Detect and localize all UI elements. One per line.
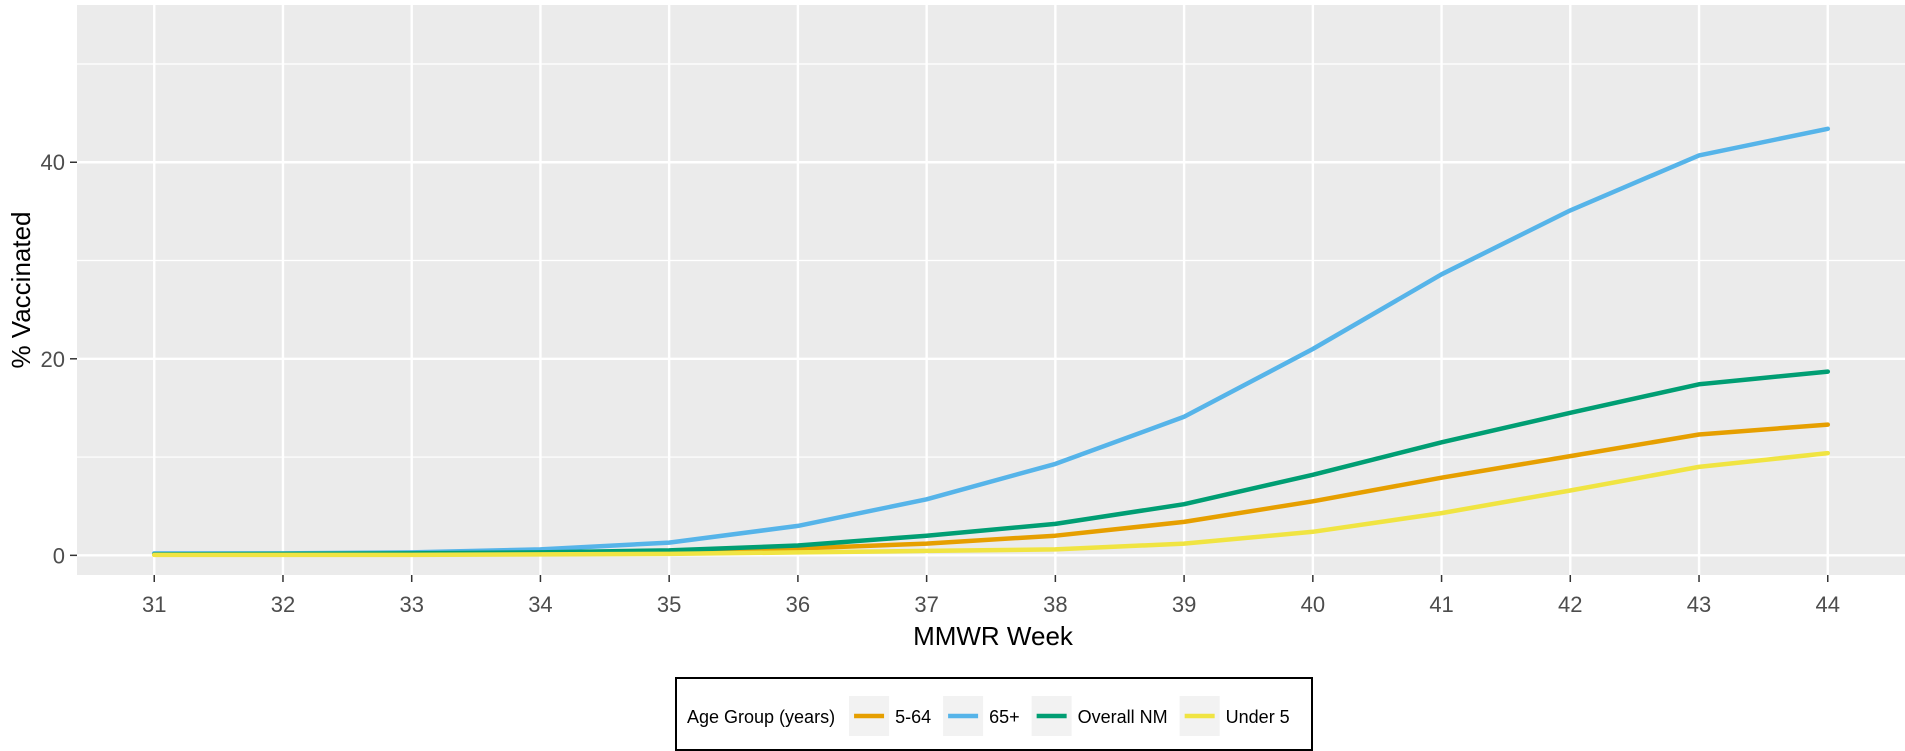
x-tick-label: 31	[142, 592, 166, 617]
legend-label-65: 65+	[989, 707, 1020, 727]
legend-label-5-64: 5-64	[895, 707, 931, 727]
x-tick-label: 32	[271, 592, 295, 617]
legend-label-overall-nm: Overall NM	[1078, 707, 1168, 727]
x-tick-label: 40	[1301, 592, 1325, 617]
y-tick-label: 40	[41, 150, 65, 175]
x-tick-label: 38	[1043, 592, 1067, 617]
x-tick-label: 39	[1172, 592, 1196, 617]
legend-title: Age Group (years)	[687, 707, 835, 727]
x-tick-label: 37	[914, 592, 938, 617]
series-line-under-5	[151, 450, 1831, 558]
y-axis-title: % Vaccinated	[6, 211, 36, 368]
legend-label-under-5: Under 5	[1226, 707, 1290, 727]
x-tick-label: 34	[528, 592, 552, 617]
y-tick-label: 20	[41, 347, 65, 372]
y-axis: 0 20 40	[41, 150, 77, 568]
major-gridlines	[77, 5, 1905, 575]
legend-items: 5-64 65+ Overall NM Under 5	[849, 696, 1290, 736]
plot-panel	[77, 5, 1905, 575]
y-tick-label: 0	[53, 543, 65, 568]
x-tick-label: 41	[1429, 592, 1453, 617]
x-axis: 31 32 33 34 35 36 37 38 39 40 41 42 43 44	[142, 575, 1840, 617]
legend: Age Group (years) 5-64 65+ Overall NM Under…	[675, 677, 1313, 751]
x-tick-label: 35	[657, 592, 681, 617]
x-axis-title: MMWR Week	[913, 621, 1074, 651]
minor-gridlines	[77, 63, 1905, 458]
x-tick-label: 43	[1687, 592, 1711, 617]
x-tick-label: 42	[1558, 592, 1582, 617]
x-tick-label: 44	[1816, 592, 1840, 617]
x-tick-label: 36	[786, 592, 810, 617]
x-tick-label: 33	[399, 592, 423, 617]
series-lines	[151, 126, 1831, 558]
